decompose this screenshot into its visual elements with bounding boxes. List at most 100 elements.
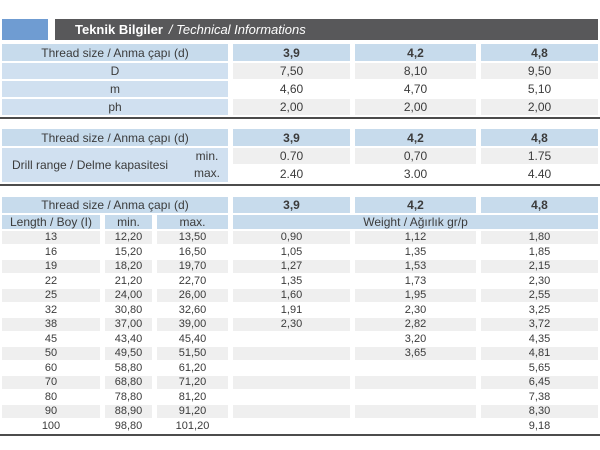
min-label: min.	[195, 149, 219, 163]
size-header-4-2: 4,2	[355, 129, 476, 146]
size-header-3-9: 3,9	[233, 197, 351, 213]
min-cell: 78,80	[114, 390, 143, 403]
size-header-4-8: 4,8	[481, 197, 599, 213]
drill-min-cell: 0,70	[355, 148, 476, 164]
weight-cell: 6,45	[481, 376, 599, 389]
weight-cell: 2,30	[233, 318, 351, 331]
length-cell: 60	[44, 361, 58, 374]
length-row: 32 30,80 32,60 1,91 2,30 3,25	[2, 304, 598, 317]
max-label: max.	[193, 166, 220, 180]
length-row: 80 78,80 81,20 7,38	[2, 391, 598, 404]
max-cell: 22,70	[178, 274, 207, 287]
min-cell: 43,40	[114, 332, 143, 345]
drill-max-cell: 4.40	[527, 167, 552, 181]
max-cell: 51,50	[157, 347, 229, 360]
min-cell: 24,00	[105, 289, 152, 302]
thread-size-header-row: Thread size / Anma çapı (d) 3,9 4,2 4,8	[2, 129, 598, 146]
weight-cell: 8,30	[481, 405, 599, 418]
weight-cell	[233, 391, 350, 404]
weight-cell: 2,30	[404, 303, 427, 316]
dimension-value-cell: 2,00	[233, 99, 350, 115]
size-header-3-9: 3,9	[233, 129, 350, 146]
length-cell: 80	[44, 390, 58, 403]
max-cell: 71,20	[157, 376, 229, 389]
dimension-value-cell: 4,70	[403, 82, 428, 96]
section-title-turkish: Teknik Bilgiler	[75, 22, 163, 37]
weight-cell	[233, 405, 351, 418]
length-row: 19 18,20 19,70 1,27 1,53 2,15	[2, 260, 599, 273]
length-cell: 45	[44, 332, 58, 345]
weight-cell: 2,55	[481, 289, 599, 302]
weight-cell	[233, 420, 350, 433]
dimension-label: D	[2, 63, 228, 79]
weight-cell: 2,15	[481, 260, 599, 273]
weight-cell	[355, 376, 477, 389]
min-cell: 49,50	[105, 347, 152, 360]
thread-size-header-row: Thread size / Anma çapı (d) 3,9 4,2 4,8	[2, 197, 599, 213]
length-header-label: Length / Boy (I)	[2, 215, 100, 229]
min-cell: 18,20	[105, 260, 152, 273]
drill-range-table: Thread size / Anma çapı (d) 3,9 4,2 4,8 …	[0, 127, 600, 186]
dimension-row: m 4,60 4,70 5,10	[2, 81, 598, 97]
length-cell: 19	[2, 260, 100, 273]
weight-cell: 1,91	[280, 303, 303, 316]
dimension-value-cell: 2,00	[481, 99, 598, 115]
weight-cell: 1,80	[481, 231, 599, 244]
dimension-row: D 7,50 8,10 9,50	[2, 63, 598, 79]
weight-cell	[233, 376, 351, 389]
max-cell: 61,20	[178, 361, 207, 374]
weight-cell: 5,65	[528, 361, 551, 374]
weight-cell	[355, 391, 476, 404]
drill-max-row: 2.40 3.00 4.40	[2, 166, 598, 182]
max-cell: 26,00	[157, 289, 229, 302]
min-max-labels: min. max.	[194, 148, 220, 182]
length-row: 22 21,20 22,70 1,35 1,73 2,30	[2, 275, 598, 288]
dimension-label: m	[2, 81, 228, 97]
length-cell: 13	[2, 231, 100, 244]
max-cell: 91,20	[157, 405, 229, 418]
weight-cell: 1,85	[528, 245, 551, 258]
min-cell: 15,20	[114, 245, 143, 258]
thread-size-label: Thread size / Anma çapı (d)	[2, 44, 228, 61]
length-row: 60 58,80 61,20 5,65	[2, 362, 598, 375]
drill-min-cell: 1.75	[481, 148, 598, 164]
min-cell: 98,80	[114, 419, 143, 432]
length-weight-subheader-row: Length / Boy (I) min. max. Weight / Ağır…	[2, 215, 599, 229]
weight-cell	[233, 333, 350, 346]
weight-cell: 0,90	[233, 231, 351, 244]
weight-cell: 1,53	[355, 260, 477, 273]
weight-cell: 1,35	[280, 274, 303, 287]
title-bar: Teknik Bilgiler / Technical Informations	[2, 19, 598, 40]
min-cell: 12,20	[105, 231, 152, 244]
drill-max-cell: 2.40	[279, 167, 304, 181]
min-cell: 37,00	[105, 318, 152, 331]
max-cell: 39,00	[157, 318, 229, 331]
max-cell: 45,40	[178, 332, 207, 345]
min-cell: 58,80	[114, 361, 143, 374]
length-row: 38 37,00 39,00 2,30 2,82 3,72	[2, 318, 599, 331]
weight-cell: 7,38	[528, 390, 551, 403]
weight-cell: 1,12	[355, 231, 477, 244]
length-cell: 100	[41, 419, 61, 432]
weight-cell	[355, 405, 477, 418]
drill-min-cell: 0.70	[233, 148, 350, 164]
drill-range-label: Drill range / Delme kapasitesi	[12, 158, 169, 172]
min-cell: 30,80	[114, 303, 143, 316]
length-row: 25 24,00 26,00 1,60 1,95 2,55	[2, 289, 599, 302]
min-cell: 68,80	[105, 376, 152, 389]
weight-cell: 2,30	[528, 274, 551, 287]
size-header-4-8: 4,8	[481, 44, 598, 61]
max-cell: 13,50	[157, 231, 229, 244]
length-cell: 70	[2, 376, 100, 389]
weight-cell	[233, 362, 350, 375]
weight-cell: 3,20	[404, 332, 427, 345]
dimension-value-cell: 9,50	[481, 63, 598, 79]
length-row: 70 68,80 71,20 6,45	[2, 376, 599, 389]
weight-cell: 1,95	[355, 289, 477, 302]
weight-cell: 1,60	[233, 289, 351, 302]
length-row: 50 49,50 51,50 3,65 4,81	[2, 347, 599, 360]
length-cell: 16	[44, 245, 58, 258]
min-cell: 88,90	[105, 405, 152, 418]
weight-cell: 3,72	[481, 318, 599, 331]
section-header: Teknik Bilgiler / Technical Informations	[55, 19, 598, 40]
